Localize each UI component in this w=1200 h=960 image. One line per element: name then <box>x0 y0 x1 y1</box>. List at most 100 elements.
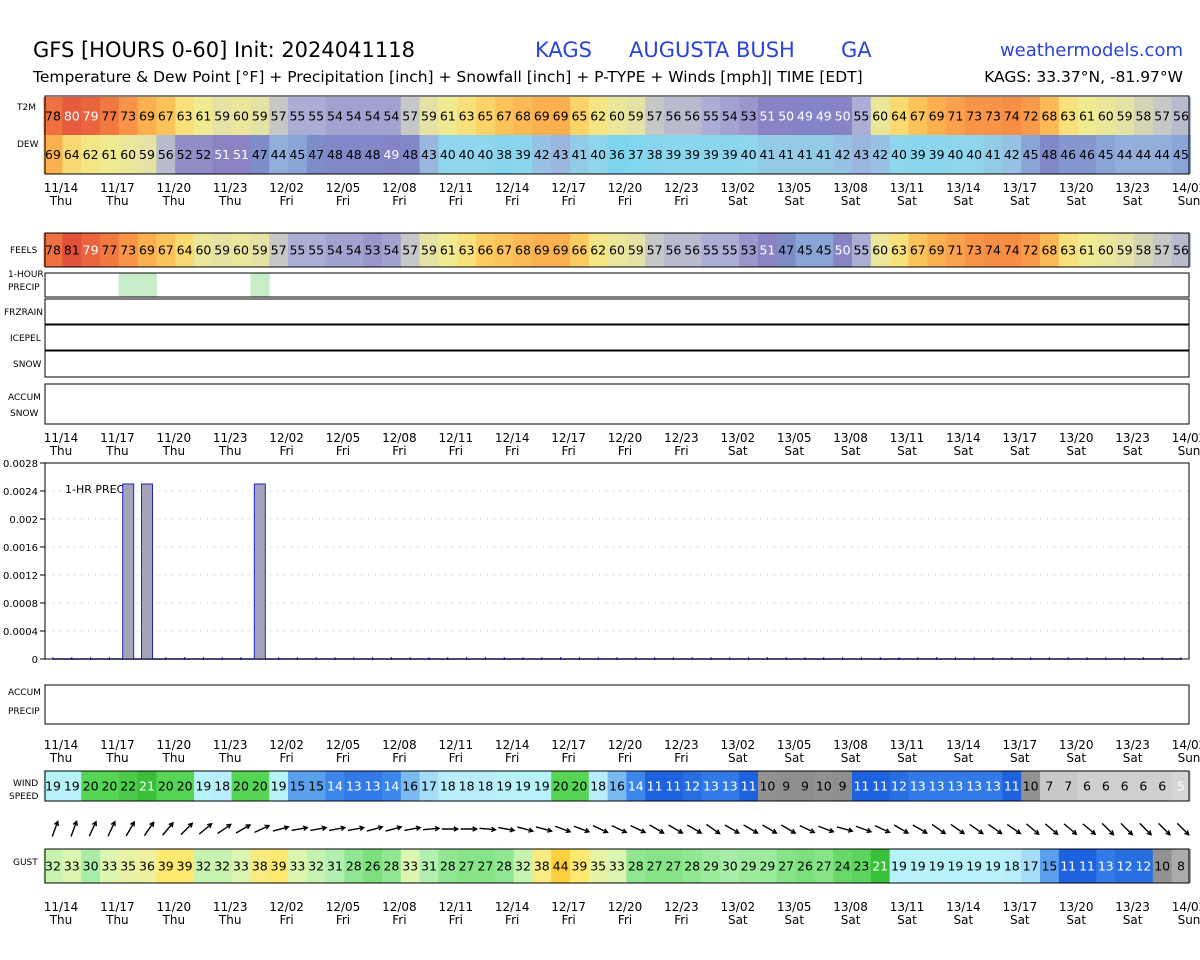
website-link[interactable]: weathermodels.com <box>1000 40 1183 61</box>
gust-row-cell <box>645 849 665 883</box>
wind-arrow-shaft <box>1063 823 1077 835</box>
wind-speed-row-cell <box>1134 771 1154 801</box>
t2m-row-cell <box>156 97 176 135</box>
wind-speed-row-cell <box>438 771 458 801</box>
wind-speed-row-cell <box>1152 771 1173 801</box>
gust-row-value: 19 <box>891 859 907 874</box>
wind-speed-row-cell <box>194 771 214 801</box>
t2m-row-value: 63 <box>177 109 193 124</box>
tick-date: 12/14 <box>495 738 530 752</box>
wind-speed-row-cell <box>1171 771 1191 801</box>
wind-arrow <box>874 824 891 834</box>
gust-row-value: 31 <box>327 859 343 874</box>
t2m-row-cell <box>513 97 533 135</box>
gust-row-value: 21 <box>872 859 888 874</box>
data-strips: 78 80 79 77 73 69 67 63 61 59 60 59 57 55 55 54 54 54 54 57… <box>43 95 1191 884</box>
tick-day: Sat <box>784 913 804 927</box>
feels-row-cell <box>231 233 251 267</box>
feels-row-value: 60 <box>1098 243 1114 258</box>
gust-row-cell <box>513 849 533 883</box>
tick-date: 12/23 <box>664 181 699 195</box>
tick-date: 13/02 <box>721 900 756 914</box>
t2m-row-cell <box>1096 97 1116 135</box>
t2m-row-cell <box>212 97 233 135</box>
feels-row-cell <box>720 233 740 267</box>
wind-speed-row-value: 13 <box>985 779 1001 794</box>
t2m-row-cell <box>682 97 703 135</box>
wind-arrow-shaft <box>107 821 116 837</box>
t2m-row-value: 54 <box>383 109 399 124</box>
wind-arrow <box>1044 823 1059 836</box>
feels-row-value: 68 <box>515 243 531 258</box>
tick-day: Fri <box>392 444 406 458</box>
wind-arrow-head <box>1090 829 1097 836</box>
wind-arrow-shaft <box>1026 823 1040 835</box>
dew-row-value: 45 <box>1023 147 1039 162</box>
gust-row-cell <box>701 849 721 883</box>
feels-row-cell <box>250 233 270 267</box>
wind-speed-row-value: 11 <box>853 779 869 794</box>
precip-ytick-label: 0.0028 <box>3 459 38 470</box>
gust-row-cell <box>325 849 345 883</box>
t2m-row-value: 71 <box>947 109 963 124</box>
tick-day: Fri <box>505 913 519 927</box>
wind-speed-row-cell <box>419 771 439 801</box>
t2m-row-cell <box>720 97 740 135</box>
t2m-row-cell <box>62 97 82 135</box>
row-label-icepel: ICEPEL <box>10 334 41 344</box>
dew-row-value: 52 <box>177 147 193 162</box>
wind-speed-row-value: 10 <box>1023 779 1039 794</box>
gust-row-value: 24 <box>835 859 851 874</box>
wind-speed-row-cell <box>400 771 421 801</box>
t2m-row-cell <box>118 97 139 135</box>
dew-row-cell <box>701 135 721 174</box>
wind-arrow-shaft <box>422 827 440 831</box>
wind-arrow-head <box>110 820 116 827</box>
feels-row-value: 57 <box>647 243 663 258</box>
wind-arrow <box>70 820 78 837</box>
tick-date: 11/20 <box>157 181 192 195</box>
dew-row-value: 40 <box>459 147 475 162</box>
feels-row-value: 59 <box>252 243 268 258</box>
frzrain-row <box>44 298 1190 325</box>
wind-arrow-shaft <box>498 826 515 832</box>
dew-row-cell <box>551 135 571 174</box>
wind-arrow-shaft <box>217 823 232 835</box>
wind-arrow-head <box>546 827 553 833</box>
t2m-row-cell <box>664 97 684 135</box>
gust-row-value: 18 <box>1004 859 1020 874</box>
wind-speed-row-value: 11 <box>647 779 663 794</box>
wind-speed-row-value: 15 <box>308 779 324 794</box>
t2m-row-cell <box>137 97 157 135</box>
station-code: KAGS <box>535 38 592 62</box>
dew-row-value: 69 <box>45 147 61 162</box>
dew-row-cell <box>1171 135 1191 174</box>
wind-arrow <box>969 823 984 835</box>
gust-row-cell <box>231 849 251 883</box>
t2m-row-cell <box>551 97 571 135</box>
wind-speed-row-cell <box>927 771 947 801</box>
dew-row-value: 48 <box>365 147 381 162</box>
tick-day: Fri <box>618 913 632 927</box>
dew-row-cell <box>570 135 590 174</box>
gust-row-cell <box>306 849 327 883</box>
gust-row-value: 26 <box>365 859 381 874</box>
wind-arrow-shaft <box>969 823 984 835</box>
gust-row-value: 19 <box>947 859 963 874</box>
tick-day: Sat <box>841 444 861 458</box>
tick-day: Thu <box>162 194 186 208</box>
t2m-row-value: 59 <box>421 109 437 124</box>
dew-row-cell <box>62 135 82 174</box>
gust-row-value: 32 <box>45 859 61 874</box>
row-label-gust: GUST <box>13 858 38 868</box>
t2m-row-value: 74 <box>1004 109 1020 124</box>
dew-row-value: 41 <box>571 147 587 162</box>
dew-row-cell <box>1152 135 1173 174</box>
t2m-row-value: 56 <box>684 109 700 124</box>
dew-row-value: 61 <box>101 147 117 162</box>
wind-speed-row-cell <box>946 771 966 801</box>
wind-arrow-shaft <box>479 827 496 831</box>
dew-row-value: 39 <box>722 147 738 162</box>
tick-date: 11/17 <box>100 900 135 914</box>
wind-speed-row-cell <box>250 771 270 801</box>
